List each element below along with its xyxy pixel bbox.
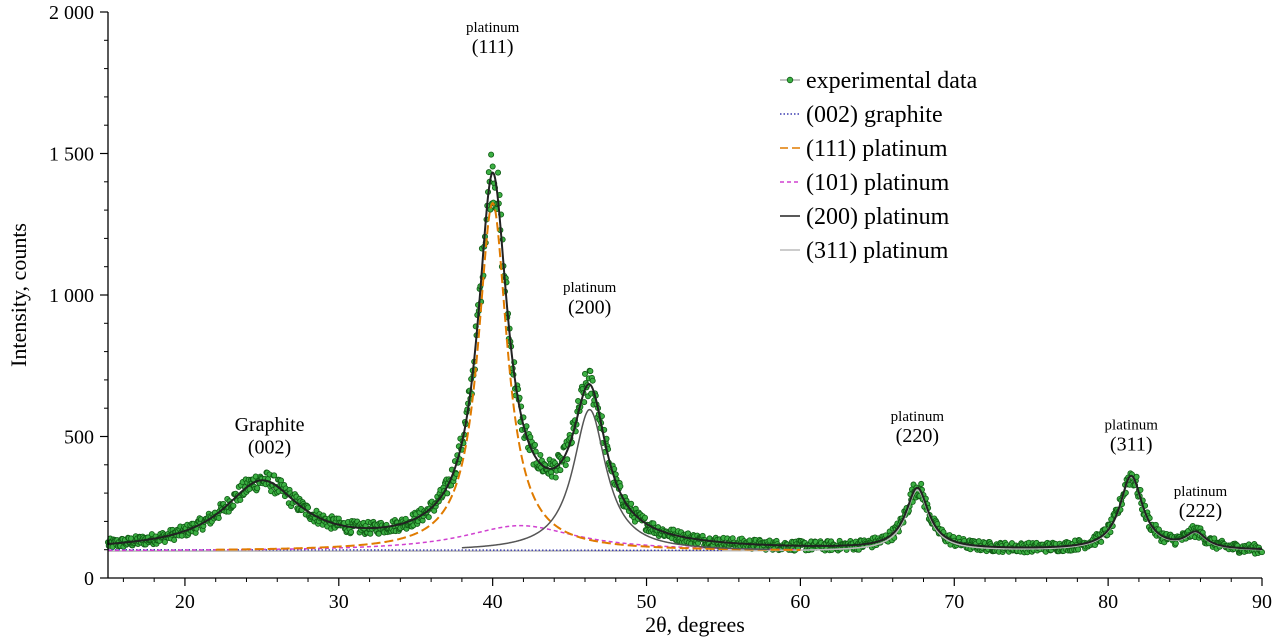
annotation-pt311-index: (311) <box>1110 434 1153 456</box>
data-point <box>402 515 409 522</box>
x-tick-label: 30 <box>329 591 349 613</box>
annotation-pt220-label: platinum <box>891 409 945 425</box>
legend-label: (002) graphite <box>806 102 943 128</box>
legend-label: (311) platinum <box>806 238 949 264</box>
data-point <box>485 169 492 176</box>
x-tick-label: 80 <box>1098 591 1118 613</box>
data-point <box>562 462 569 469</box>
data-point <box>1075 546 1082 553</box>
peak-annotations: Graphite(002)platinum(111)platinum(200)p… <box>235 20 1228 522</box>
data-point <box>587 368 594 375</box>
legend-item: (311) platinum <box>780 238 949 264</box>
data-point <box>589 377 596 384</box>
annotation-pt311-label: platinum <box>1105 417 1159 433</box>
series-111-platinum <box>215 201 801 551</box>
x-tick-label: 50 <box>637 591 657 613</box>
y-tick-label: 0 <box>84 568 94 590</box>
data-point <box>1098 538 1105 545</box>
data-point <box>271 472 278 479</box>
annotation-pt220-index: (220) <box>896 425 939 447</box>
x-tick-label: 20 <box>175 591 195 613</box>
x-tick-label: 60 <box>790 591 810 613</box>
x-tick-label: 90 <box>1252 591 1272 613</box>
legend-item: (111) platinum <box>780 136 948 162</box>
data-point <box>1211 535 1218 542</box>
data-point <box>495 169 502 176</box>
legend-label: experimental data <box>806 68 978 94</box>
legend-marker <box>786 76 794 84</box>
legend: experimental data (002) graphite (111) pla… <box>780 68 978 264</box>
data-point <box>171 537 178 544</box>
data-point <box>348 529 355 536</box>
series-002-graphite <box>108 549 724 552</box>
annotation-pt200-index: (200) <box>568 296 611 318</box>
data-point <box>367 530 374 537</box>
data-point <box>305 504 312 511</box>
y-tick-label: 500 <box>64 427 94 449</box>
annotation-pt111-label: platinum <box>466 20 520 36</box>
data-point <box>537 451 544 458</box>
legend-item: (200) platinum <box>780 204 950 230</box>
annotation-pt200-label: platinum <box>563 280 617 296</box>
data-point <box>425 514 432 521</box>
y-tick-label: 1 000 <box>49 285 94 307</box>
series-311-platinum <box>108 475 1263 552</box>
data-point <box>564 456 571 463</box>
data-point <box>254 485 261 492</box>
data-point <box>230 502 237 509</box>
legend-label: (111) platinum <box>806 136 948 162</box>
x-tick-label: 40 <box>483 591 503 613</box>
legend-label: (101) platinum <box>806 170 950 196</box>
data-point <box>581 370 588 377</box>
axis-ticks: 20 30 40 50 60 70 80 90 0 500 1 000 1 500 2 000 <box>49 2 1272 613</box>
y-tick-label: 1 500 <box>49 144 94 166</box>
data-point <box>161 539 168 546</box>
fit-curves <box>107 171 1263 552</box>
x-axis-title: 2θ, degrees <box>645 612 745 637</box>
data-point <box>552 474 559 481</box>
experimental-points <box>105 151 1266 557</box>
annotation-pt222-index: (222) <box>1179 500 1222 522</box>
data-point <box>444 490 451 497</box>
data-point <box>641 514 648 521</box>
data-point <box>628 500 635 507</box>
x-tick-label: 70 <box>944 591 964 613</box>
series-200-platinum <box>107 171 1263 551</box>
y-axis-title: Intensity, counts <box>6 223 31 367</box>
data-point <box>489 163 496 170</box>
data-point <box>527 434 534 441</box>
legend-item: (101) platinum <box>780 170 950 196</box>
data-point <box>488 151 495 158</box>
series-200-component <box>461 408 770 551</box>
data-point <box>557 467 564 474</box>
annotation-graphite002-label: Graphite <box>235 414 305 436</box>
data-point <box>215 515 222 522</box>
data-point <box>237 496 244 503</box>
annotation-graphite002-index: (002) <box>248 436 291 458</box>
data-point <box>531 441 538 448</box>
legend-label: (200) platinum <box>806 204 950 230</box>
legend-item: experimental data <box>780 68 978 94</box>
data-point <box>1172 540 1179 547</box>
annotation-pt222-label: platinum <box>1174 484 1228 500</box>
data-point <box>918 480 925 487</box>
annotation-pt111-index: (111) <box>472 36 514 58</box>
y-tick-label: 2 000 <box>49 2 94 24</box>
legend-item: (002) graphite <box>780 102 943 128</box>
data-point <box>1155 526 1162 533</box>
